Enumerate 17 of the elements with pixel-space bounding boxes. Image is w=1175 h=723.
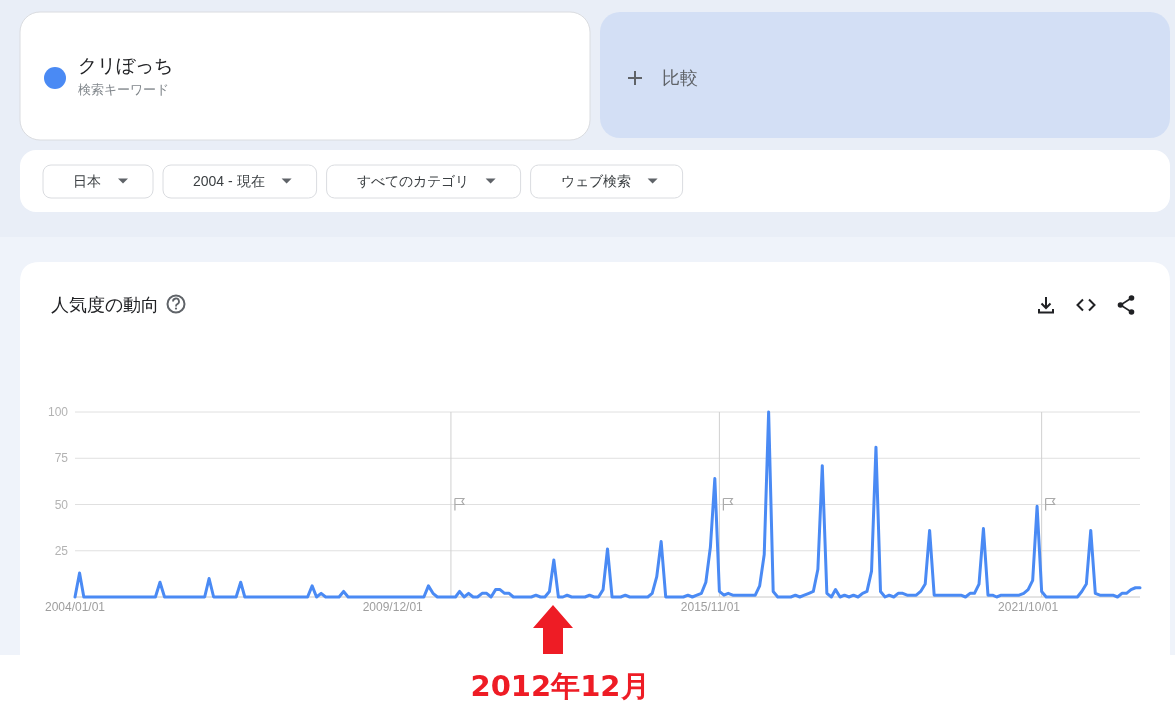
x-tick-label: 2021/10/01 <box>998 600 1059 614</box>
chart-title: 人気度の動向 <box>51 295 159 315</box>
y-tick-label: 50 <box>54 497 69 512</box>
text: ウェブ検索 <box>560 173 631 189</box>
y-tick-label: 25 <box>54 543 69 558</box>
text: 比較 <box>662 68 698 88</box>
text: 2012年12月 <box>470 669 650 703</box>
y-tick-label: 100 <box>47 405 69 419</box>
text: すべてのカテゴリ <box>356 173 469 189</box>
x-tick-label: 2015/11/01 <box>680 600 741 614</box>
legend-label: クリぼっち <box>78 55 173 76</box>
x-tick-label: 2004/01/01 <box>44 600 106 614</box>
x-tick-label: 2009/12/01 <box>362 600 424 614</box>
text: 日本 <box>73 173 101 189</box>
text: 2004 - 現在 <box>193 173 265 189</box>
y-tick-label: 75 <box>54 451 69 466</box>
text: 検索キーワード <box>78 82 169 97</box>
